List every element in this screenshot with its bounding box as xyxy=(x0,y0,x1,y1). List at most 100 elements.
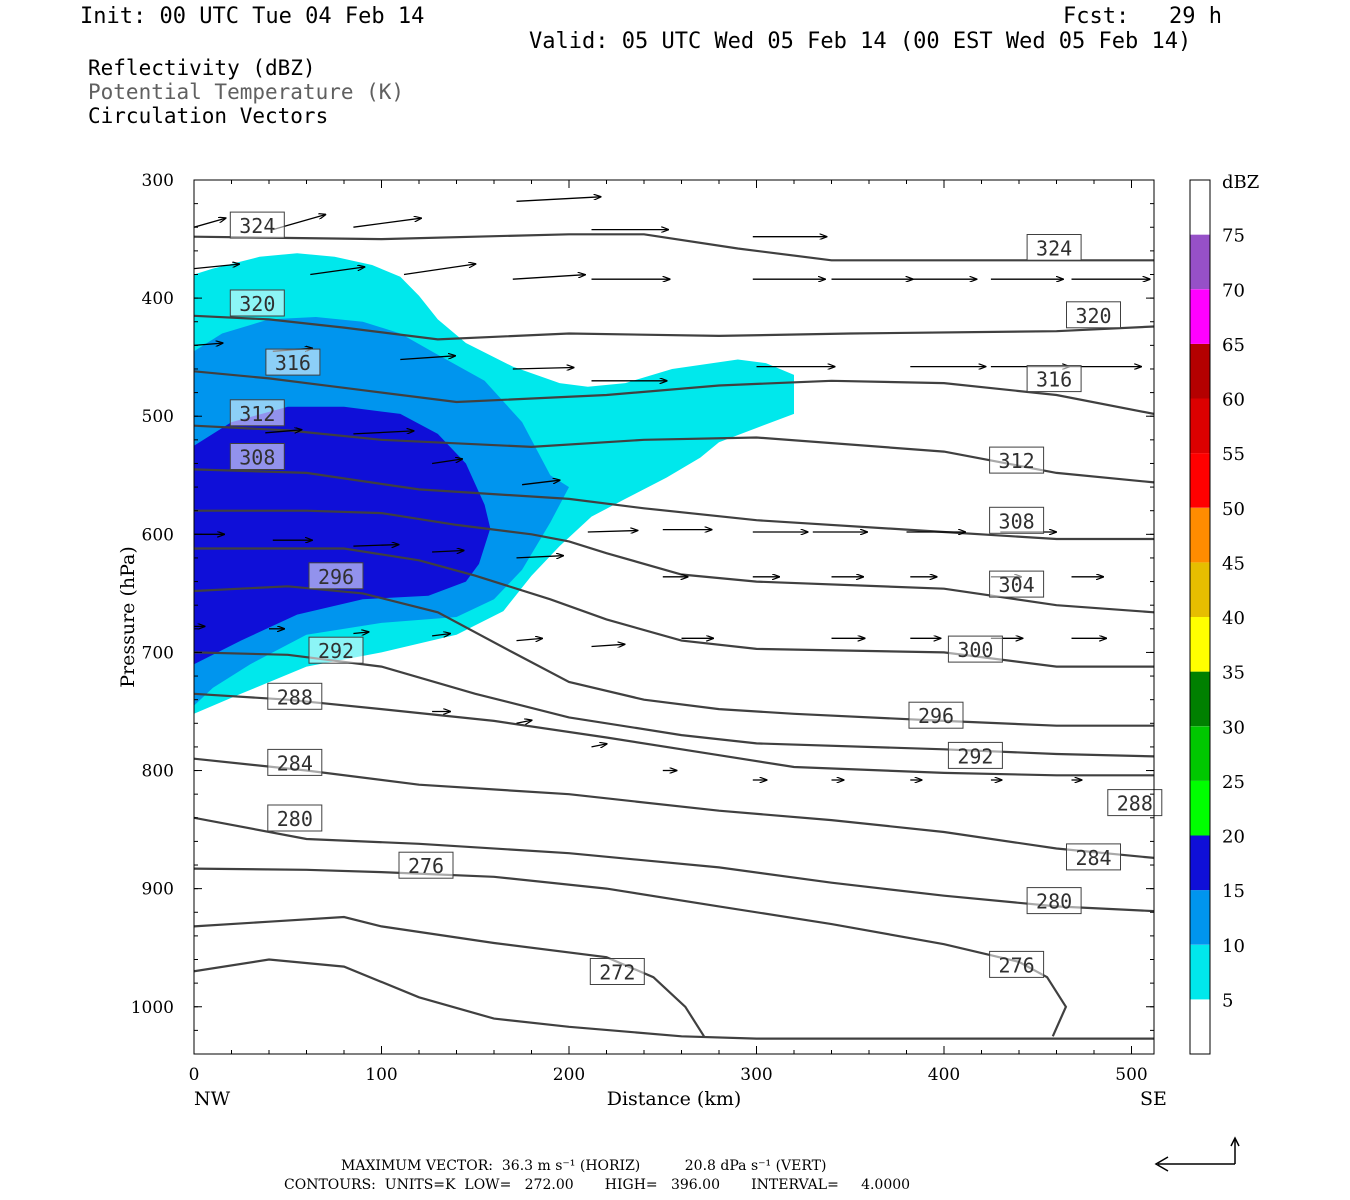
colorbar-box xyxy=(1190,780,1210,836)
circulation-vector xyxy=(591,644,625,646)
contour-label-324: 324 xyxy=(1026,234,1082,261)
theta-contour-308 xyxy=(194,468,1154,541)
colorbar-label: 75 xyxy=(1222,226,1245,247)
y-tick-label: 300 xyxy=(142,171,174,191)
x-tick-label: 500 xyxy=(1115,1065,1147,1085)
colorbar-box xyxy=(1190,453,1210,508)
reference-vector-icon xyxy=(1154,1136,1240,1172)
colorbar-box xyxy=(1190,944,1210,1000)
colorbar-box xyxy=(1190,726,1210,781)
colorbar-label: 50 xyxy=(1222,499,1245,520)
y-tick-label: 1000 xyxy=(131,998,174,1018)
x-end-label-nw: NW xyxy=(194,1088,231,1110)
x-tick-label: 100 xyxy=(365,1065,397,1085)
colorbar-box xyxy=(1190,835,1210,891)
colorbar: 5 10 15 20 25 30 35 40 45 50 55 60 65 70 75 dBZ xyxy=(1189,172,1259,1055)
init-time: Init: 00 UTC Tue 04 Feb 14 xyxy=(80,4,425,29)
svg-text:304: 304 xyxy=(999,573,1035,597)
circulation-vector xyxy=(353,431,413,435)
circulation-vector xyxy=(522,480,560,486)
colorbar-box xyxy=(1190,617,1210,672)
contour-label-324: 324 xyxy=(229,211,285,239)
contour-label-276: 276 xyxy=(398,851,454,879)
contour-label-292: 292 xyxy=(308,636,364,664)
contour-label-308: 308 xyxy=(229,443,285,470)
y-tick-label: 900 xyxy=(142,880,174,900)
colorbar-box xyxy=(1190,234,1210,290)
circulation-vector xyxy=(194,264,239,270)
colorbar-label: 35 xyxy=(1222,663,1245,684)
circulation-vector xyxy=(353,545,398,547)
circulation-vector xyxy=(512,275,585,280)
theta-contour-268 xyxy=(194,958,1154,1040)
contour-label-316: 316 xyxy=(265,348,321,376)
contour-label-320: 320 xyxy=(229,289,285,317)
x-tick-label: 200 xyxy=(553,1065,585,1085)
x-tick-label: 400 xyxy=(928,1065,960,1085)
colorbar-label: 15 xyxy=(1222,881,1245,902)
colorbar-box xyxy=(1190,671,1210,727)
contour-label-312: 312 xyxy=(989,446,1045,474)
svg-text:296: 296 xyxy=(318,565,354,589)
circulation-vector xyxy=(310,267,364,276)
reflectivity-fill xyxy=(194,253,794,714)
svg-text:316: 316 xyxy=(275,351,311,375)
svg-text:308: 308 xyxy=(999,509,1035,533)
x-axis-title: Distance (km) xyxy=(607,1088,742,1110)
contour-label-288: 288 xyxy=(1107,789,1163,817)
svg-text:324: 324 xyxy=(239,214,275,238)
colorbar-box xyxy=(1190,890,1210,945)
colorbar-title: dBZ xyxy=(1222,172,1259,193)
svg-text:320: 320 xyxy=(239,292,275,316)
svg-text:320: 320 xyxy=(1075,304,1111,328)
colorbar-box xyxy=(1190,398,1210,454)
colorbar-box xyxy=(1190,999,1210,1054)
colorbar-label: 65 xyxy=(1222,335,1245,356)
svg-text:316: 316 xyxy=(1036,368,1072,392)
contour-label-284: 284 xyxy=(267,748,323,776)
y-tick-label: 800 xyxy=(142,762,174,782)
circulation-vector xyxy=(432,634,450,636)
plot-frame xyxy=(193,179,1155,1055)
contour-label-276: 276 xyxy=(989,950,1045,978)
theta-contour-316 xyxy=(194,370,1154,415)
theta-contour-304 xyxy=(194,509,1154,614)
svg-text:276: 276 xyxy=(999,953,1035,977)
colorbar-box xyxy=(1190,180,1210,235)
contour-label-296: 296 xyxy=(908,701,964,729)
svg-text:284: 284 xyxy=(277,751,313,775)
svg-text:272: 272 xyxy=(599,961,635,985)
circulation-vector xyxy=(512,368,574,370)
contour-label-312: 312 xyxy=(229,399,285,427)
circulation-vector xyxy=(591,744,607,747)
svg-text:292: 292 xyxy=(318,639,354,663)
colorbar-label: 70 xyxy=(1222,280,1245,301)
svg-text:292: 292 xyxy=(957,744,993,768)
contour-label-292: 292 xyxy=(947,741,1003,769)
x-tick-label: 0 xyxy=(189,1065,200,1085)
colorbar-label: 20 xyxy=(1222,827,1245,848)
svg-text:296: 296 xyxy=(918,704,954,728)
svg-text:324: 324 xyxy=(1036,237,1072,261)
contour-label-308: 308 xyxy=(989,506,1045,534)
contour-info: CONTOURS: UNITS=K LOW= 272.00 HIGH= 396.… xyxy=(284,1177,911,1193)
axes: 0 100 200 300 400 500 300 400 500 600 700 800 900 100… xyxy=(117,171,1167,1110)
circulation-vector xyxy=(516,720,532,723)
colorbar-box xyxy=(1190,507,1210,563)
theta-contour-272 xyxy=(194,915,705,1037)
svg-text:284: 284 xyxy=(1075,846,1111,870)
colorbar-label: 30 xyxy=(1222,717,1245,738)
forecast-hour: Fcst: 29 h xyxy=(1063,4,1222,29)
contour-label-280: 280 xyxy=(267,804,323,832)
colorbar-box xyxy=(1190,343,1210,399)
x-tick-label: 300 xyxy=(740,1065,772,1085)
y-tick-label: 600 xyxy=(142,525,174,545)
svg-text:300: 300 xyxy=(957,638,993,662)
circulation-vector xyxy=(516,638,543,640)
contour-label-300: 300 xyxy=(947,635,1003,663)
colorbar-label: 10 xyxy=(1222,936,1245,957)
y-tick-label: 400 xyxy=(142,289,174,309)
circulation-vector xyxy=(432,551,464,553)
